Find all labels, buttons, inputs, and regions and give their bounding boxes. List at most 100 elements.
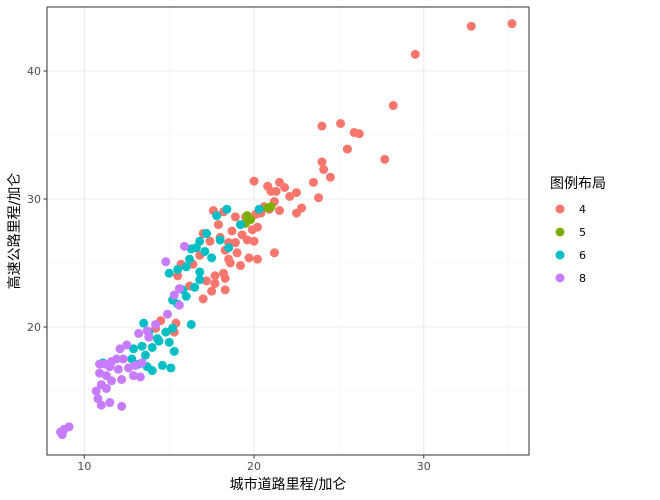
data-point-4	[225, 258, 235, 268]
data-point-4	[349, 127, 359, 137]
data-point-4	[325, 172, 335, 182]
data-point-8	[101, 371, 111, 381]
data-point-6	[161, 327, 171, 337]
data-point-8	[169, 290, 179, 300]
data-point-6	[215, 235, 225, 245]
data-point-8	[151, 319, 161, 329]
data-point-4	[317, 121, 327, 131]
data-point-4	[252, 222, 262, 232]
data-point-4	[285, 191, 295, 201]
data-point-4	[291, 188, 301, 198]
data-point-8	[115, 344, 125, 354]
data-point-4	[308, 177, 318, 187]
data-point-4	[205, 236, 215, 246]
data-point-5	[266, 202, 276, 212]
y-tick-label: 40	[27, 65, 41, 78]
legend-key-5	[555, 227, 565, 237]
y-tick-label: 20	[27, 321, 41, 334]
y-axis-ticks: 20 30 40	[27, 65, 47, 334]
legend-label-5: 5	[579, 226, 586, 239]
data-point-6	[166, 363, 176, 373]
data-point-4	[342, 144, 352, 154]
panel-background	[47, 7, 529, 455]
data-point-8	[134, 328, 144, 338]
x-tick-label: 20	[247, 460, 261, 473]
data-point-4	[235, 261, 245, 271]
x-tick-label: 30	[417, 460, 431, 473]
data-point-6	[222, 204, 232, 214]
data-point-6	[147, 342, 157, 352]
panel-border	[46, 6, 530, 456]
data-point-6	[181, 262, 191, 272]
legend-entries: 4 5 6 8	[555, 203, 586, 285]
data-point-4	[275, 177, 285, 187]
data-point-8	[95, 368, 105, 378]
data-point-8	[130, 360, 140, 370]
data-point-4	[410, 49, 420, 59]
data-point-4	[380, 154, 390, 164]
data-point-6	[235, 220, 245, 230]
data-point-6	[169, 346, 179, 356]
data-point-8	[57, 430, 67, 440]
data-point-6	[200, 246, 210, 256]
data-point-8	[95, 359, 105, 369]
data-point-6	[224, 243, 234, 253]
data-point-4	[202, 276, 212, 286]
data-point-4	[244, 253, 254, 263]
data-point-4	[314, 193, 324, 203]
x-axis-ticks: 10 20 30	[77, 455, 431, 473]
data-point-8	[174, 300, 184, 310]
data-point-4	[466, 21, 476, 31]
data-point-8	[163, 309, 172, 319]
data-point-4	[507, 19, 517, 29]
data-point-4	[269, 248, 279, 258]
data-point-8	[105, 362, 115, 372]
data-point-6	[202, 229, 212, 239]
data-point-4	[317, 157, 327, 167]
grid-lines	[47, 7, 529, 455]
data-point-6	[140, 350, 150, 360]
data-point-4	[252, 254, 262, 264]
data-point-4	[207, 286, 217, 296]
data-point-4	[213, 220, 223, 230]
data-point-4	[210, 278, 220, 288]
x-tick-label: 10	[77, 460, 91, 473]
data-point-8	[113, 364, 123, 374]
data-point-4	[275, 206, 285, 216]
data-point-6	[254, 204, 264, 214]
data-point-4	[263, 181, 273, 191]
plot-panel	[46, 6, 530, 456]
legend-key-4	[555, 204, 565, 214]
data-point-8	[101, 383, 111, 393]
data-point-4	[220, 285, 230, 295]
legend-label-4: 4	[579, 203, 586, 216]
data-point-6	[195, 267, 205, 277]
data-point-6	[147, 366, 157, 376]
data-point-6	[164, 337, 174, 347]
data-point-4	[336, 118, 346, 128]
legend-label-8: 8	[579, 272, 586, 285]
data-point-4	[220, 273, 230, 283]
data-point-6	[154, 336, 164, 346]
x-axis-title: 城市道路里程/加仑	[230, 476, 347, 493]
data-point-6	[186, 244, 196, 254]
data-point-8	[144, 332, 154, 342]
data-point-8	[117, 374, 127, 384]
y-tick-label: 30	[27, 193, 41, 206]
data-point-6	[195, 275, 205, 285]
legend: 图例布局 4 5 6 8	[550, 176, 606, 285]
data-point-4	[249, 236, 259, 246]
data-point-6	[186, 319, 196, 329]
data-point-8	[135, 372, 145, 382]
data-point-4	[249, 176, 259, 186]
data-point-4	[210, 271, 220, 281]
data-point-8	[105, 398, 115, 408]
data-point-8	[118, 354, 128, 364]
legend-key-6	[555, 250, 565, 260]
data-point-8	[96, 400, 106, 410]
data-point-6	[173, 264, 183, 274]
data-point-6	[168, 323, 178, 333]
data-point-4	[388, 101, 398, 111]
data-point-6	[139, 318, 149, 328]
